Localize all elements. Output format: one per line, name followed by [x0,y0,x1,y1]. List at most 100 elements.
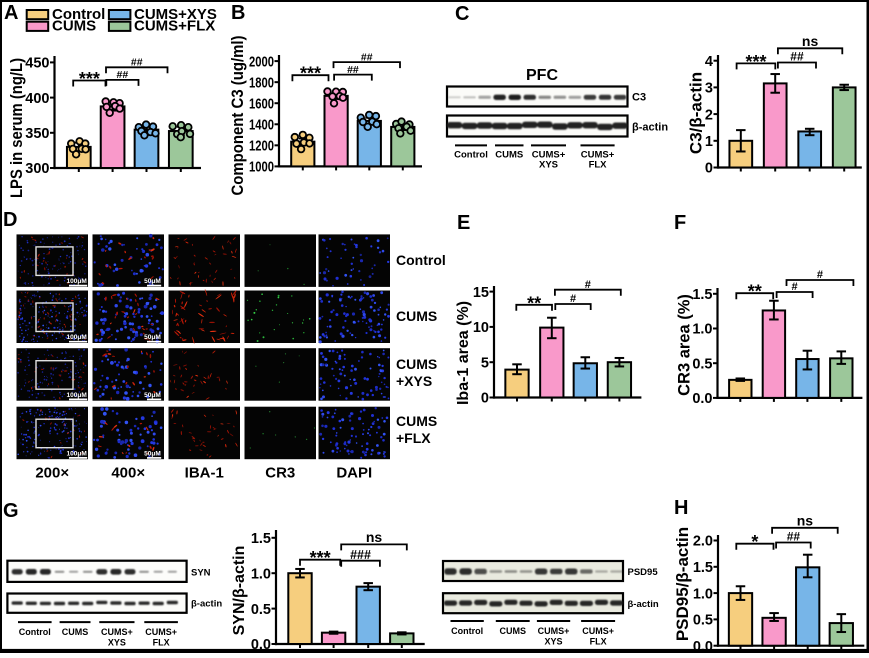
svg-text:1.0: 1.0 [251,566,271,582]
svg-text:C3: C3 [632,92,646,104]
svg-text:1600: 1600 [249,96,274,112]
svg-text:###: ### [350,548,371,562]
svg-text:+FLX: +FLX [396,430,431,446]
svg-text:1000: 1000 [249,160,274,176]
svg-text:1.5: 1.5 [692,287,712,303]
svg-text:50μM: 50μM [144,334,161,341]
svg-text:Control: Control [19,627,51,637]
svg-text:#: # [792,281,798,293]
svg-text:**: ** [748,282,762,302]
svg-text:CUMS: CUMS [396,356,437,372]
svg-text:1400: 1400 [249,117,274,133]
svg-text:1200: 1200 [249,139,274,155]
svg-text:100μM: 100μM [67,392,87,399]
svg-text:Control: Control [451,626,483,636]
svg-text:CUMS: CUMS [495,150,523,161]
svg-text:CUMS+: CUMS+ [101,627,133,637]
svg-text:##: ## [361,51,373,63]
svg-text:CUMS: CUMS [500,626,527,636]
svg-text:100μM: 100μM [67,450,87,457]
svg-text:1.0: 1.0 [692,322,712,338]
svg-text:400×: 400× [111,465,145,482]
svg-text:C: C [455,3,469,25]
svg-text:E: E [457,212,470,234]
svg-text:CUMS+: CUMS+ [145,627,177,637]
svg-text:15: 15 [473,285,489,301]
svg-text:PFC: PFC [526,67,558,84]
svg-text:β-actin: β-actin [628,599,659,610]
svg-text:XYS: XYS [539,160,558,171]
svg-text:***: *** [310,548,331,568]
svg-text:450: 450 [25,56,49,72]
svg-text:**: ** [527,293,541,313]
svg-text:D: D [3,209,17,231]
svg-text:##: ## [347,64,359,76]
svg-text:Component C3 (ug/ml): Component C3 (ug/ml) [229,36,247,196]
svg-text:β-actin: β-actin [191,599,222,610]
svg-text:1.0: 1.0 [693,586,713,602]
svg-text:10: 10 [473,320,489,336]
svg-text:***: *** [300,64,321,84]
svg-text:PSD95/β-actin: PSD95/β-actin [673,527,692,641]
svg-text:50μM: 50μM [144,278,161,285]
svg-text:#: # [585,279,591,291]
svg-text:1.5: 1.5 [251,531,271,547]
svg-text:50μM: 50μM [144,450,161,457]
svg-text:##: ## [131,57,143,69]
svg-text:B: B [231,2,245,24]
svg-text:CUMS: CUMS [396,413,437,429]
svg-text:2000: 2000 [249,54,274,70]
svg-text:ns: ns [366,529,383,545]
svg-text:LPS in serum (ng/L): LPS in serum (ng/L) [7,58,26,198]
svg-text:A: A [4,2,18,24]
svg-text:Control: Control [396,252,446,268]
svg-text:*: * [751,532,758,552]
svg-text:#: # [570,293,576,305]
svg-text:100μM: 100μM [67,278,87,285]
svg-text:##: ## [117,69,129,81]
svg-text:ns: ns [797,512,814,528]
svg-text:4: 4 [705,54,713,70]
svg-text:H: H [674,497,688,519]
svg-text:1: 1 [705,134,713,150]
svg-text:200×: 200× [35,465,69,482]
svg-text:##: ## [790,50,804,64]
svg-text:CR3 area (%): CR3 area (%) [676,294,694,396]
svg-text:Iba-1 area (%): Iba-1 area (%) [455,301,472,405]
svg-text:CUMS: CUMS [396,308,437,324]
svg-text:XYS: XYS [108,638,126,648]
svg-text:2: 2 [705,107,713,123]
svg-text:CR3: CR3 [265,465,295,482]
svg-text:β-actin: β-actin [632,122,668,134]
svg-text:350: 350 [25,126,49,142]
svg-text:CUMS+: CUMS+ [582,626,614,636]
svg-text:50μM: 50μM [144,392,161,399]
svg-text:C3/β-actin: C3/β-actin [687,72,706,154]
svg-text:CUMS: CUMS [62,627,89,637]
svg-text:IBA-1: IBA-1 [185,465,224,482]
svg-text:3: 3 [705,81,713,97]
svg-text:F: F [674,212,686,234]
svg-text:***: *** [745,52,766,72]
svg-text:XYS: XYS [545,637,563,647]
svg-text:***: *** [79,69,100,89]
svg-text:0.5: 0.5 [692,356,712,372]
svg-text:SYN: SYN [191,568,211,579]
svg-text:0.5: 0.5 [251,602,271,618]
svg-text:#: # [817,269,823,281]
svg-text:ns: ns [802,33,819,49]
svg-text:G: G [3,500,19,522]
svg-text:CUMS+FLX: CUMS+FLX [134,18,215,35]
svg-text:0.5: 0.5 [693,613,713,629]
svg-text:FLX: FLX [153,638,170,648]
svg-text:100μM: 100μM [67,334,87,341]
svg-text:##: ## [787,530,801,544]
svg-text:1.5: 1.5 [693,560,713,576]
svg-text:PSD95: PSD95 [628,567,659,578]
svg-text:CUMS+: CUMS+ [538,626,570,636]
svg-text:DAPI: DAPI [336,465,372,482]
svg-text:1800: 1800 [249,75,274,91]
svg-text:FLX: FLX [590,637,607,647]
svg-text:300: 300 [25,161,49,177]
svg-text:0: 0 [705,161,713,177]
